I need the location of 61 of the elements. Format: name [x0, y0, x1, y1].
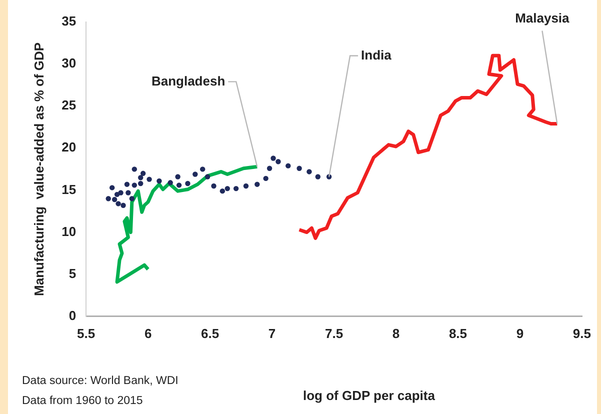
point [276, 159, 281, 164]
point [270, 156, 276, 161]
point [156, 178, 162, 184]
point [118, 190, 124, 196]
x-tick-label: 7 [268, 326, 276, 341]
point [126, 190, 131, 196]
point [138, 175, 144, 180]
point [224, 186, 230, 192]
point [220, 188, 226, 194]
point [211, 183, 216, 189]
point [112, 196, 118, 202]
y-tick-label: 0 [68, 308, 76, 323]
point [176, 182, 182, 188]
y-tick-label: 25 [62, 98, 76, 113]
y-tick-label: 20 [62, 140, 76, 155]
y-axis-title: Manufacturing value-added as % of GDP [31, 42, 46, 296]
point [185, 180, 190, 186]
text: India [361, 47, 392, 62]
point [200, 166, 206, 172]
x-tick-label: 9.5 [572, 326, 592, 341]
point [138, 180, 144, 186]
point [140, 170, 146, 176]
point [109, 185, 115, 190]
point [243, 183, 249, 189]
text: Malaysia [515, 10, 570, 26]
point [296, 166, 302, 171]
x-tick-label: 6.5 [200, 326, 220, 341]
point [116, 201, 121, 206]
point [254, 182, 260, 187]
y-tick-label: 30 [62, 56, 76, 71]
x-tick-label: 6 [144, 326, 152, 341]
text: Bangladesh [151, 73, 226, 88]
point [263, 176, 268, 182]
point [192, 172, 198, 177]
point [233, 186, 239, 192]
x-tick-label: 9 [516, 326, 524, 341]
text: Data from 1960 to 2015 [22, 395, 143, 407]
x-tick-label: 8.5 [448, 326, 468, 341]
x-tick-label: 8 [392, 326, 400, 341]
point [168, 180, 173, 186]
point [306, 169, 312, 174]
point [120, 202, 126, 208]
point [132, 182, 138, 188]
point [129, 196, 135, 202]
y-tick-label: 15 [62, 182, 76, 197]
point [286, 163, 291, 168]
x-tick-label: 7.5 [324, 326, 344, 341]
point [204, 174, 210, 180]
point [175, 174, 180, 180]
point [146, 176, 152, 182]
point [106, 196, 111, 202]
y-tick-label: 5 [68, 266, 76, 281]
x-axis-title: log of GDP per capita [303, 388, 435, 403]
y-tick-label: 35 [62, 14, 76, 29]
point [266, 166, 272, 171]
point [132, 166, 138, 172]
point [124, 182, 130, 187]
x-tick-label: 5.5 [77, 326, 96, 341]
y-tick-label: 10 [62, 224, 76, 239]
point [315, 174, 320, 180]
source-note: Data source: World Bank, WDI [22, 375, 178, 387]
